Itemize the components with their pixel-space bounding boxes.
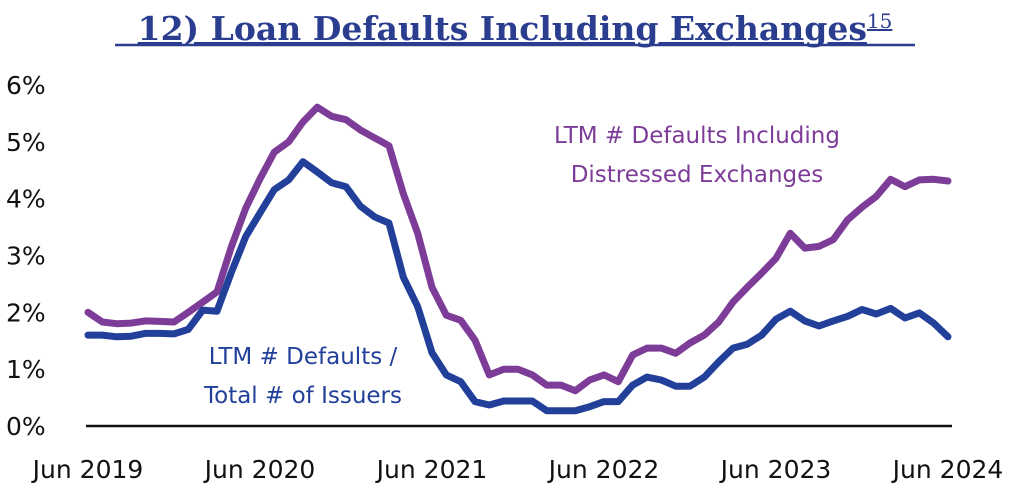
x-tick-label: Jun 2023 xyxy=(719,455,832,484)
chart-title-text: 12) Loan Defaults Including Exchanges xyxy=(138,9,867,48)
series-label: LTM # Defaults Including xyxy=(554,123,840,149)
series-lines xyxy=(84,103,952,415)
x-tick-label: Jun 2024 xyxy=(891,455,1004,484)
title-superscript: 15 xyxy=(867,9,892,33)
series-line-including-exchanges xyxy=(84,103,952,395)
y-tick-label: 3% xyxy=(6,242,46,271)
y-tick-label: 2% xyxy=(6,298,46,327)
series-line-defaults-over-issuers xyxy=(84,158,952,415)
series-labels: LTM # Defaults Including Distressed Excha… xyxy=(203,123,840,409)
y-tick-label: 6% xyxy=(6,71,46,100)
y-tick-label: 0% xyxy=(6,412,46,441)
y-axis-ticks: 0% 1% 2% 3% 4% 5% 6% xyxy=(6,71,46,441)
x-tick-label: Jun 2022 xyxy=(547,455,660,484)
series-label: Distressed Exchanges xyxy=(571,162,824,188)
series-label: LTM # Defaults / xyxy=(209,344,398,370)
x-tick-label: Jun 2020 xyxy=(203,455,316,484)
x-axis-ticks: Jun 2019 Jun 2020 Jun 2021 Jun 2022 Jun 2023… xyxy=(31,455,1004,484)
y-tick-label: 5% xyxy=(6,128,46,157)
chart-title: 12) Loan Defaults Including Exchanges15 xyxy=(138,9,893,48)
x-tick-label: Jun 2021 xyxy=(375,455,488,484)
series-label: Total # of Issuers xyxy=(203,383,402,409)
y-tick-label: 1% xyxy=(6,355,46,384)
y-tick-label: 4% xyxy=(6,185,46,214)
x-tick-label: Jun 2019 xyxy=(31,455,144,484)
